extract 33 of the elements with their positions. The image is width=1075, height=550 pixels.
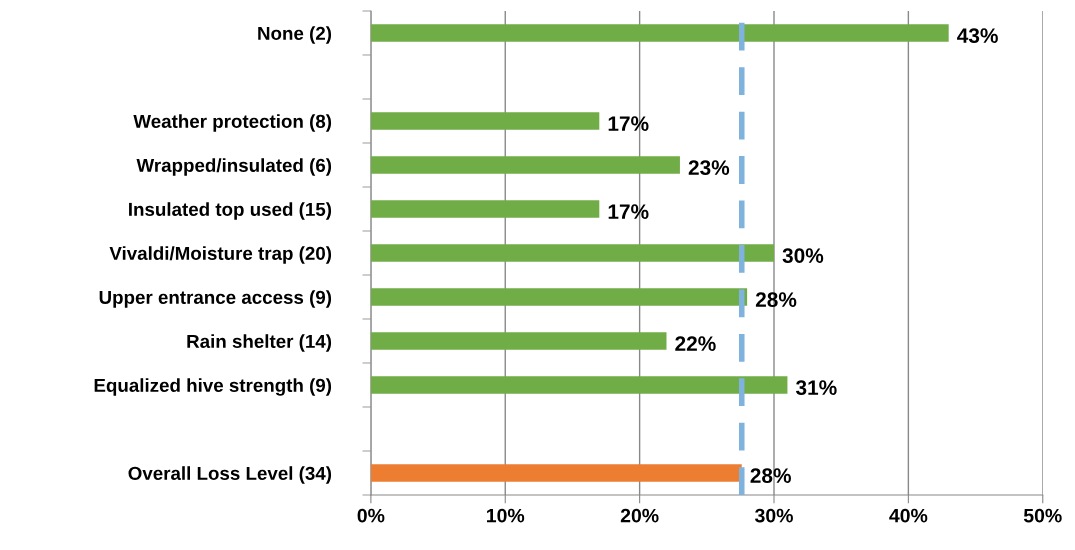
bar bbox=[370, 200, 600, 218]
x-tick-label: 0% bbox=[357, 508, 385, 523]
x-tick-label: 40% bbox=[889, 508, 928, 523]
data-label: 28% bbox=[750, 468, 791, 483]
bar bbox=[370, 288, 748, 306]
bar bbox=[370, 24, 949, 42]
y-tick-label: None (2) bbox=[258, 26, 332, 44]
data-label: 22% bbox=[675, 336, 716, 351]
y-tick-label: Wrapped/insulated (6) bbox=[136, 158, 332, 176]
x-tick-label: 50% bbox=[1023, 508, 1062, 523]
bar bbox=[370, 376, 788, 394]
data-label: 23% bbox=[688, 160, 730, 176]
y-tick-label: Weather protection (8) bbox=[133, 114, 332, 132]
bar bbox=[370, 244, 774, 262]
data-label: 43% bbox=[957, 28, 998, 44]
bar bbox=[370, 112, 600, 130]
data-label: 30% bbox=[782, 248, 824, 264]
bar bbox=[370, 332, 667, 350]
y-tick-label: Equalized hive strength (9) bbox=[94, 378, 332, 396]
y-tick-label: Insulated top used (15) bbox=[129, 202, 332, 220]
bar bbox=[370, 156, 680, 174]
x-tick-label: 30% bbox=[754, 508, 793, 523]
x-tick-label: 20% bbox=[620, 508, 659, 523]
bar bbox=[370, 464, 742, 482]
y-tick-label: Rain shelter (14) bbox=[187, 334, 332, 352]
data-label: 17% bbox=[608, 204, 649, 219]
x-tick-label: 10% bbox=[487, 508, 525, 523]
y-tick-label: Vivaldi/Moisture trap (20) bbox=[109, 246, 332, 264]
data-label: 31% bbox=[795, 380, 837, 396]
y-tick-label: Overall Loss Level (34) bbox=[128, 466, 332, 484]
data-label: 28% bbox=[755, 292, 797, 307]
y-tick-label: Upper entrance access (9) bbox=[99, 290, 332, 308]
data-label: 17% bbox=[608, 116, 649, 131]
